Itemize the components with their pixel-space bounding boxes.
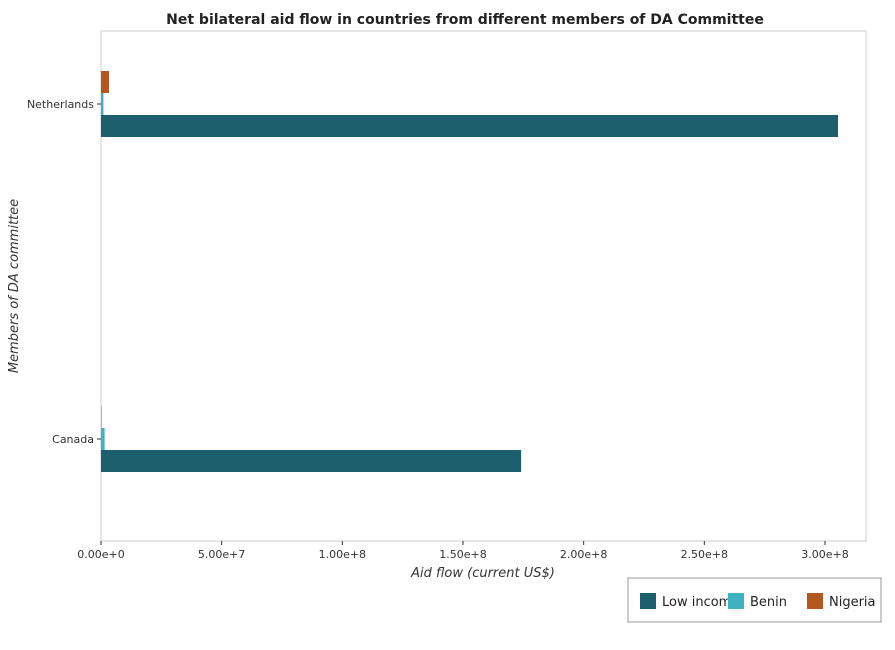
legend-swatch-low-income bbox=[640, 593, 656, 609]
x-tick-label: 2.00e+8 bbox=[560, 548, 607, 561]
legend-label-benin: Benin bbox=[750, 595, 787, 610]
bar-nigeria-canada bbox=[101, 406, 102, 428]
x-tick-label: 2.50e+8 bbox=[681, 548, 728, 561]
bar-low-income-canada bbox=[101, 450, 521, 472]
x-tick-label: 5.00e+7 bbox=[198, 548, 245, 561]
y-tick-label-netherlands: Netherlands bbox=[27, 98, 94, 111]
legend-swatch-benin bbox=[728, 593, 744, 609]
bar-benin-netherlands bbox=[101, 93, 103, 115]
legend: Low income Benin Nigeria bbox=[628, 578, 881, 622]
x-tick-label: 0.00e+0 bbox=[77, 548, 124, 561]
x-axis-ticks: 0.00e+0 5.00e+7 1.00e+8 1.50e+8 2.00e+8 2.50e… bbox=[77, 541, 848, 561]
x-tick-label: 1.00e+8 bbox=[319, 548, 366, 561]
chart-title: Net bilateral aid flow in countries from… bbox=[166, 12, 764, 28]
legend-label-low-income: Low income bbox=[662, 595, 739, 610]
x-tick-label: 1.50e+8 bbox=[439, 548, 486, 561]
y-axis-ticks: Canada Netherlands bbox=[27, 98, 101, 446]
y-axis-label: Members of DA committee bbox=[7, 199, 22, 373]
x-axis-label: Aid flow (current US$) bbox=[410, 566, 555, 581]
bar-benin-canada bbox=[101, 428, 105, 450]
legend-label-nigeria: Nigeria bbox=[829, 595, 876, 610]
bar-low-income-netherlands bbox=[101, 115, 838, 137]
y-tick-label-canada: Canada bbox=[52, 433, 94, 446]
x-tick-label: 3.00e+8 bbox=[801, 548, 848, 561]
bar-nigeria-netherlands bbox=[101, 71, 109, 93]
legend-swatch-nigeria bbox=[807, 593, 823, 609]
